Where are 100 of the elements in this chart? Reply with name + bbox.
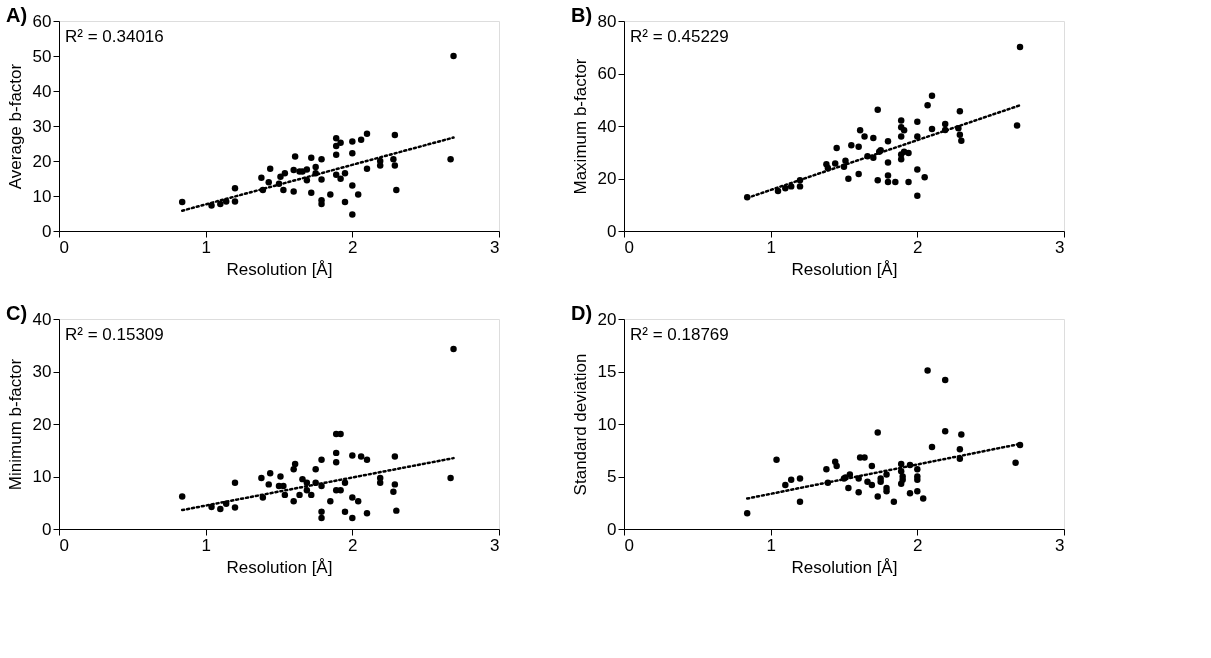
point	[318, 200, 325, 208]
y-tick-label: 40	[597, 116, 617, 136]
point	[376, 162, 384, 169]
point	[868, 462, 876, 470]
y-tick-label: 5	[607, 467, 617, 486]
point	[318, 176, 325, 183]
point	[1016, 43, 1024, 51]
point	[391, 162, 399, 169]
point	[266, 470, 274, 477]
point	[231, 479, 239, 487]
point	[897, 460, 905, 468]
point	[831, 160, 839, 167]
point	[318, 456, 325, 463]
point	[391, 131, 399, 139]
point	[450, 52, 457, 60]
point	[296, 491, 303, 499]
point	[796, 183, 804, 190]
point	[341, 479, 349, 487]
point	[743, 510, 751, 517]
x-tick-label: 1	[766, 535, 776, 555]
point	[906, 490, 914, 497]
point	[178, 198, 186, 206]
point	[941, 428, 949, 435]
point	[258, 174, 265, 182]
y-tick-label: 40	[32, 309, 52, 329]
x-tick-label: 3	[490, 237, 500, 257]
point	[337, 486, 344, 494]
point	[897, 117, 905, 124]
x-axis-title: Resolution [Å]	[791, 557, 898, 577]
point	[332, 151, 340, 158]
point	[846, 471, 854, 478]
point	[308, 491, 315, 499]
point	[312, 163, 319, 171]
point	[861, 454, 868, 461]
point	[958, 137, 965, 144]
point	[376, 479, 384, 487]
point	[231, 504, 239, 511]
x-tick-label: 2	[913, 237, 923, 257]
point	[796, 498, 804, 505]
point	[855, 170, 862, 178]
point	[956, 108, 964, 115]
point	[280, 186, 287, 194]
x-tick-label: 0	[624, 237, 634, 257]
y-tick-label: 20	[597, 309, 617, 329]
y-tick-label: 60	[597, 64, 617, 83]
point	[855, 489, 862, 496]
x-tick-label: 2	[348, 535, 358, 555]
x-tick-label: 1	[766, 237, 776, 257]
point	[303, 486, 311, 494]
y-tick-label: 20	[597, 169, 617, 188]
point	[928, 92, 936, 100]
point	[919, 495, 927, 502]
point	[868, 481, 876, 489]
point	[861, 133, 868, 140]
point	[928, 443, 936, 451]
point	[290, 188, 297, 195]
point	[914, 487, 921, 495]
point	[845, 484, 852, 492]
x-tick-label: 3	[1055, 237, 1065, 257]
point	[332, 449, 340, 457]
point	[874, 493, 881, 500]
point	[874, 429, 881, 436]
annotation: R² = 0.18769	[630, 325, 729, 344]
point	[393, 507, 400, 514]
point	[354, 191, 362, 198]
point	[303, 166, 311, 173]
y-tick-label: 0	[42, 519, 52, 539]
point	[958, 431, 965, 438]
point	[332, 142, 340, 150]
point	[363, 510, 371, 517]
point	[318, 508, 325, 515]
point	[941, 120, 949, 128]
point	[291, 460, 299, 468]
point	[363, 165, 371, 172]
point	[349, 182, 356, 189]
point	[874, 106, 881, 113]
y-tick-label: 0	[42, 221, 52, 241]
point	[318, 156, 325, 163]
point	[884, 159, 892, 166]
point	[349, 211, 356, 218]
point	[281, 170, 289, 177]
point	[290, 166, 297, 174]
y-axis-title: Average b-factor	[5, 63, 25, 190]
point	[823, 465, 830, 473]
point	[924, 102, 931, 109]
point	[905, 178, 912, 186]
point	[290, 497, 297, 505]
x-tick-label: 3	[1055, 535, 1065, 555]
point	[1012, 459, 1019, 467]
y-tick-label: 10	[32, 186, 52, 206]
point	[217, 200, 224, 208]
chart-title: B)	[571, 4, 593, 26]
point	[341, 508, 349, 515]
y-tick-label: 20	[32, 151, 52, 171]
x-tick-label: 1	[201, 535, 211, 555]
point	[308, 154, 315, 162]
point	[291, 153, 299, 160]
x-tick-label: 0	[624, 535, 634, 555]
point	[266, 165, 274, 172]
point	[290, 465, 297, 473]
